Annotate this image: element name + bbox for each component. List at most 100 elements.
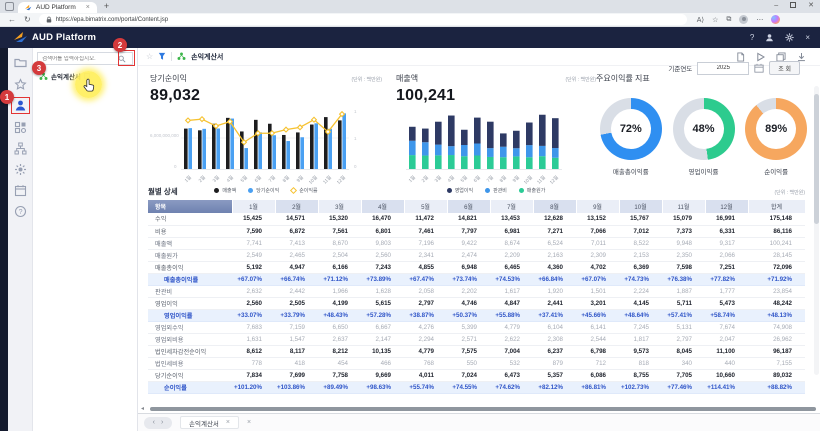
profile-avatar[interactable] bbox=[739, 15, 749, 24]
tab-close-icon[interactable]: × bbox=[225, 419, 230, 426]
user-icon[interactable] bbox=[14, 99, 27, 112]
table-cell: 89,032 bbox=[748, 369, 805, 382]
base-year-input[interactable] bbox=[697, 61, 750, 75]
address-bar[interactable]: https://epa.bimatrix.com/portal/Content.… bbox=[38, 14, 687, 25]
next-tab-icon[interactable]: › bbox=[161, 419, 164, 426]
table-cell: +89.49% bbox=[318, 381, 361, 394]
search-input[interactable] bbox=[38, 55, 118, 62]
horizontal-scroll-thumb[interactable] bbox=[150, 407, 816, 411]
filter-funnel-icon[interactable] bbox=[158, 52, 166, 61]
table-cell: 818 bbox=[619, 357, 662, 370]
table-cell: 8,612 bbox=[232, 345, 275, 358]
new-tab-icon[interactable]: + bbox=[103, 1, 110, 11]
document-icon[interactable] bbox=[736, 52, 745, 62]
table-cell: 8,522 bbox=[619, 237, 662, 250]
star-icon[interactable] bbox=[14, 78, 27, 91]
horizontal-scrollbar[interactable]: ◂ bbox=[138, 405, 820, 413]
table-cell: 1,501 bbox=[576, 285, 619, 298]
bottom-tab-income-statement[interactable]: 손익계산서 × bbox=[180, 416, 239, 429]
download-icon[interactable] bbox=[797, 52, 806, 62]
row-label: 수익 bbox=[148, 213, 232, 226]
table-cell: 6,331 bbox=[705, 225, 748, 238]
legend-item: 매출액 bbox=[214, 187, 236, 194]
table-cell: 6,981 bbox=[490, 225, 533, 238]
calendar-icon[interactable] bbox=[14, 184, 27, 197]
back-icon[interactable]: ← bbox=[8, 15, 16, 24]
table-cell: +114.41% bbox=[705, 381, 748, 394]
tab-pager[interactable]: ‹ › bbox=[144, 416, 172, 429]
row-label: 영업외비용 bbox=[148, 333, 232, 346]
vertical-scrollbar[interactable] bbox=[814, 86, 819, 375]
dot-marker-icon bbox=[214, 188, 220, 193]
base-year-label: 기준연도 bbox=[668, 66, 693, 73]
table-cell: 2,350 bbox=[662, 249, 705, 262]
browser-tab[interactable]: AUD Platform × bbox=[18, 2, 97, 13]
table-cell: 1,920 bbox=[533, 285, 576, 298]
report-title: 손익계산서 bbox=[191, 53, 224, 61]
table-cell: 7,699 bbox=[275, 369, 318, 382]
table-row: 수익 15,425 14,571 15,320 16,470 11,472 14,821 13… bbox=[148, 213, 805, 226]
prev-tab-icon[interactable]: ‹ bbox=[152, 419, 155, 426]
more-menu-icon[interactable]: ⋯ bbox=[756, 16, 764, 24]
help-icon[interactable]: ? bbox=[749, 33, 755, 42]
row-label: 당기순이익 bbox=[148, 369, 232, 382]
maximize-icon[interactable] bbox=[790, 2, 797, 8]
run-icon[interactable] bbox=[756, 52, 765, 62]
favorite-star-icon[interactable]: ☆ bbox=[712, 16, 719, 24]
tab-close-icon[interactable]: × bbox=[85, 4, 90, 11]
table-cell: +67.07% bbox=[576, 273, 619, 286]
favorite-star-icon[interactable]: ☆ bbox=[146, 52, 154, 61]
folder-icon[interactable] bbox=[14, 56, 27, 69]
close-icon[interactable]: ✕ bbox=[808, 2, 814, 9]
collections-icon[interactable]: ⧉ bbox=[726, 15, 732, 23]
table-cell: +45.66% bbox=[576, 309, 619, 322]
row-label: 매출액 bbox=[148, 237, 232, 250]
table-header-row: 항목 1월 2월 3월 4월 5월 6월 7월 8월 9월 10월 11월 12월 합계 bbox=[148, 200, 806, 213]
calendar-icon[interactable] bbox=[754, 63, 764, 73]
donut-chart: 48% bbox=[672, 98, 735, 160]
table-cell: +74.53% bbox=[490, 273, 533, 286]
copilot-icon[interactable] bbox=[771, 15, 781, 24]
minimize-icon[interactable]: – bbox=[774, 1, 779, 9]
table-row: 매출총이익 5,192 4,947 6,166 7,243 4,855 6,948 6,465… bbox=[148, 261, 805, 274]
user-icon[interactable] bbox=[765, 33, 774, 42]
scroll-left-arrow-icon[interactable]: ◂ bbox=[141, 406, 145, 412]
query-button[interactable]: 조 회 bbox=[769, 61, 800, 75]
table-header-cell: 1월 bbox=[232, 200, 276, 213]
reload-icon[interactable]: ↻ bbox=[24, 15, 31, 24]
url-text: https://epa.bimatrix.com/portal/Content.… bbox=[55, 16, 169, 23]
search-icon[interactable] bbox=[118, 55, 126, 63]
grid-icon[interactable] bbox=[14, 121, 27, 134]
tree-search-box[interactable] bbox=[37, 52, 133, 65]
main-content: ☆ 손익계산서 기준연도 bbox=[138, 48, 820, 431]
read-aloud-icon[interactable]: A⟩ bbox=[696, 16, 705, 24]
table-cell: 4,847 bbox=[490, 297, 533, 310]
table-cell: 440 bbox=[705, 357, 748, 370]
gear-flower-icon[interactable] bbox=[14, 163, 27, 176]
table-cell: +74.73% bbox=[619, 273, 662, 286]
table-cell: 6,237 bbox=[533, 345, 576, 358]
table-cell: 7,705 bbox=[662, 369, 705, 382]
table-cell: 14,571 bbox=[275, 213, 318, 226]
y2-axis-tick: 1 bbox=[354, 136, 357, 141]
sitemap-icon[interactable] bbox=[14, 142, 27, 155]
table-cell: 6,650 bbox=[318, 321, 361, 334]
tab-search-icon[interactable] bbox=[5, 2, 14, 11]
table-cell: +98.63% bbox=[361, 381, 404, 394]
close-all-tabs-icon[interactable]: × bbox=[247, 419, 252, 426]
table-cell: 2,163 bbox=[533, 249, 576, 262]
table-cell: +77.82% bbox=[705, 273, 748, 286]
donut-label: 영업이익률 bbox=[688, 169, 719, 176]
close-session-icon[interactable]: × bbox=[805, 33, 810, 42]
table-cell: 2,544 bbox=[576, 333, 619, 346]
table-header-cell: 9월 bbox=[576, 200, 620, 213]
table-cell: 8,045 bbox=[662, 345, 705, 358]
table-cell: 8,212 bbox=[318, 345, 361, 358]
donut-set: 72% 매출총이익률 48% 영업이익률 89% 순이익률 bbox=[596, 98, 814, 176]
table-cell: +33.79% bbox=[275, 309, 318, 322]
gear-icon[interactable] bbox=[785, 33, 794, 42]
table-cell: 7,797 bbox=[447, 225, 490, 238]
table-cell: +66.74% bbox=[275, 273, 318, 286]
help-icon[interactable]: ? bbox=[14, 205, 27, 218]
table-cell: +101.20% bbox=[232, 381, 275, 394]
